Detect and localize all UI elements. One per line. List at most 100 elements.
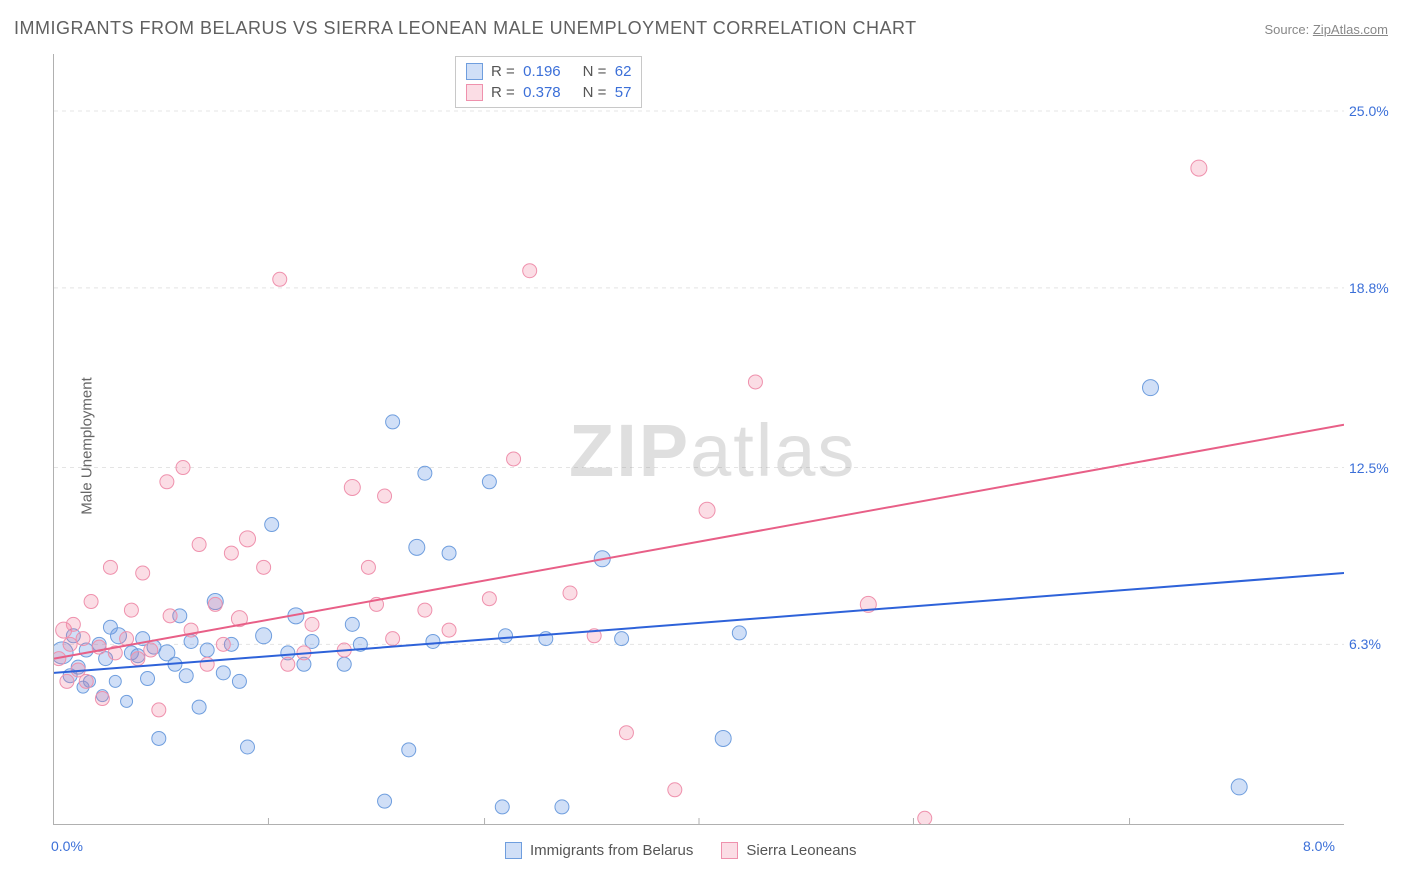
data-point — [386, 632, 400, 646]
data-point — [732, 626, 746, 640]
data-point — [163, 609, 177, 623]
data-point — [224, 546, 238, 560]
x-tick-label: 0.0% — [51, 838, 83, 854]
data-point — [66, 617, 80, 631]
y-tick-label: 18.8% — [1349, 280, 1389, 296]
data-point — [495, 800, 509, 814]
data-point — [200, 643, 214, 657]
data-point — [192, 538, 206, 552]
data-point — [103, 560, 117, 574]
data-point — [507, 452, 521, 466]
data-point — [109, 675, 121, 687]
data-point — [241, 740, 255, 754]
data-point — [418, 466, 432, 480]
data-point — [386, 415, 400, 429]
data-point — [499, 629, 513, 643]
data-point — [748, 375, 762, 389]
data-point — [240, 531, 256, 547]
data-point — [79, 674, 93, 688]
data-point — [95, 692, 109, 706]
data-point — [418, 603, 432, 617]
data-point — [265, 518, 279, 532]
correlation-legend: R = 0.196 N = 62 R = 0.378 N = 57 — [455, 56, 642, 108]
y-tick-label: 6.3% — [1349, 636, 1381, 652]
y-tick-label: 25.0% — [1349, 103, 1389, 119]
data-point — [555, 800, 569, 814]
data-point — [200, 657, 214, 671]
data-point — [232, 674, 246, 688]
legend-row: R = 0.196 N = 62 — [466, 61, 631, 82]
legend-n: N = 57 — [583, 84, 632, 101]
data-point — [60, 674, 74, 688]
data-point — [76, 632, 90, 646]
legend-swatch-icon — [466, 84, 483, 101]
data-point — [426, 634, 440, 648]
data-point — [345, 617, 359, 631]
series-legend-item: Sierra Leoneans — [721, 842, 856, 859]
legend-r: R = 0.378 — [491, 84, 561, 101]
x-tick-label: 8.0% — [1303, 838, 1335, 854]
source-link[interactable]: ZipAtlas.com — [1313, 22, 1388, 37]
data-point — [176, 461, 190, 475]
source-prefix: Source: — [1264, 22, 1312, 37]
data-point — [257, 560, 271, 574]
data-point — [442, 546, 456, 560]
data-point — [523, 264, 537, 278]
data-point — [361, 560, 375, 574]
data-point — [1143, 380, 1159, 396]
data-point — [482, 475, 496, 489]
data-point — [615, 632, 629, 646]
data-point — [918, 811, 932, 825]
data-point — [337, 657, 351, 671]
data-point — [344, 479, 360, 495]
data-point — [442, 623, 456, 637]
data-point — [305, 617, 319, 631]
data-point — [273, 272, 287, 286]
data-point — [131, 652, 145, 666]
data-point — [121, 695, 133, 707]
data-point — [216, 666, 230, 680]
data-point — [160, 475, 174, 489]
data-point — [63, 637, 77, 651]
data-point — [144, 643, 158, 657]
chart-container: IMMIGRANTS FROM BELARUS VS SIERRA LEONEA… — [0, 0, 1406, 892]
data-point — [152, 731, 166, 745]
data-point — [378, 794, 392, 808]
data-point — [409, 539, 425, 555]
data-point — [378, 489, 392, 503]
legend-swatch-icon — [466, 63, 483, 80]
y-tick-label: 12.5% — [1349, 460, 1389, 476]
data-point — [216, 637, 230, 651]
data-point — [141, 672, 155, 686]
data-point — [1191, 160, 1207, 176]
data-point — [715, 730, 731, 746]
data-point — [84, 595, 98, 609]
data-point — [619, 726, 633, 740]
data-point — [402, 743, 416, 757]
data-point — [136, 566, 150, 580]
legend-row: R = 0.378 N = 57 — [466, 82, 631, 103]
data-point — [668, 783, 682, 797]
data-point — [482, 592, 496, 606]
data-point — [699, 502, 715, 518]
series-label: Immigrants from Belarus — [530, 842, 693, 859]
chart-title: IMMIGRANTS FROM BELARUS VS SIERRA LEONEA… — [14, 18, 917, 39]
series-label: Sierra Leoneans — [746, 842, 856, 859]
source-attribution: Source: ZipAtlas.com — [1264, 22, 1388, 37]
data-point — [281, 657, 295, 671]
legend-r: R = 0.196 — [491, 63, 561, 80]
scatter-plot — [53, 54, 1344, 825]
data-point — [124, 603, 138, 617]
data-point — [152, 703, 166, 717]
legend-n: N = 62 — [583, 63, 632, 80]
series-legend: Immigrants from Belarus Sierra Leoneans — [505, 842, 856, 859]
legend-swatch-icon — [505, 842, 522, 859]
data-point — [256, 628, 272, 644]
data-point — [208, 597, 222, 611]
data-point — [179, 669, 193, 683]
data-point — [1231, 779, 1247, 795]
data-point — [192, 700, 206, 714]
data-point — [563, 586, 577, 600]
data-point — [120, 632, 134, 646]
legend-swatch-icon — [721, 842, 738, 859]
